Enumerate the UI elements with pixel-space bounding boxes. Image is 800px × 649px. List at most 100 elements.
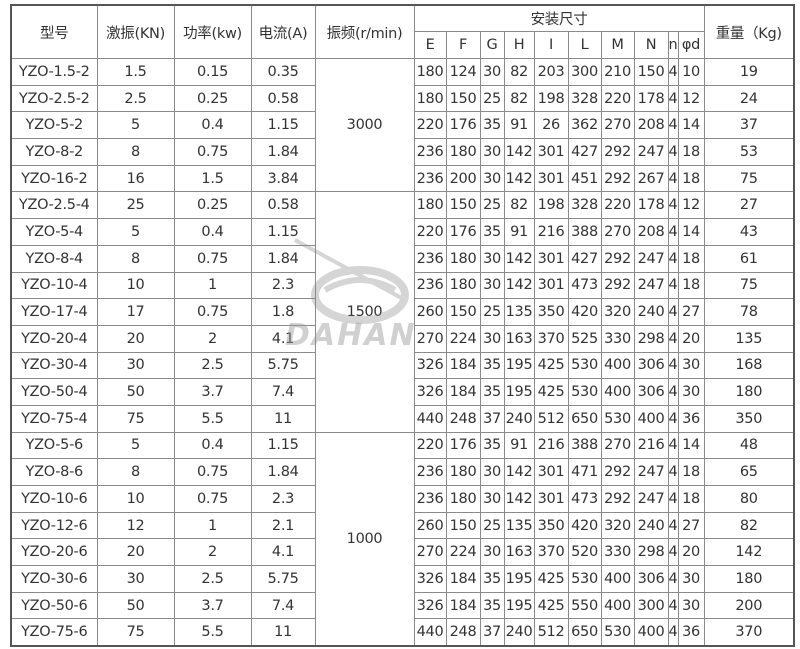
cell-dim-i: 350 [533,511,569,540]
cell-dim-h: 195 [503,351,535,380]
cell-dim-l: 550 [567,591,602,620]
cell-dim-i: 350 [533,298,569,326]
cell-weight: 48 [703,431,795,460]
cell-power: 2 [173,538,252,567]
cell-current: 1.84 [250,138,316,166]
cell-power: 1 [173,511,252,540]
cell-dim-i: 512 [533,618,569,647]
header-frequency: 振频(r/min) [314,4,415,59]
cell-dim-h: 91 [503,218,535,246]
header-dim-e: E [413,31,447,59]
cell-dim-g: 25 [479,84,505,113]
header-model: 型号 [10,4,98,59]
cell-dim-e: 220 [413,218,447,246]
cell-force: 30 [96,565,175,593]
cell-dim-m: 220 [600,191,635,220]
cell-dim-i: 301 [533,138,569,166]
cell-dim-m: 320 [600,298,635,326]
cell-dim-n-count: 4 [667,191,679,220]
cell-force: 10 [96,271,175,300]
cell-dim-e: 270 [413,538,447,567]
cell-dim-h: 82 [503,84,535,113]
cell-dim-phid: 14 [677,218,705,246]
cell-dim-i: 370 [533,324,569,353]
cell-dim-phid: 36 [677,404,705,433]
table-row: YZO-8-6 8 0.75 1.84 236 180 30 142 301 471 292 247 4… [10,458,795,486]
cell-dim-g: 30 [479,271,505,300]
cell-dim-l: 420 [567,298,602,326]
cell-dim-h: 135 [503,298,535,326]
cell-dim-n: 247 [633,138,669,166]
cell-dim-e: 180 [413,58,447,86]
table-row: YZO-50-4 50 3.7 7.4 326 184 35 195 425 530 400 306 4… [10,378,795,406]
cell-power: 1.5 [173,164,252,193]
cell-dim-f: 248 [445,404,481,433]
cell-weight: 65 [703,458,795,486]
cell-dim-n: 247 [633,271,669,300]
cell-dim-g: 30 [479,538,505,567]
cell-dim-f: 180 [445,458,481,486]
cell-dim-n: 306 [633,378,669,406]
cell-dim-n-count: 4 [667,58,679,86]
cell-dim-g: 37 [479,618,505,647]
cell-force: 50 [96,591,175,620]
cell-dim-l: 650 [567,404,602,433]
cell-frequency: 1000 [314,431,415,647]
cell-power: 1 [173,271,252,300]
cell-power: 2 [173,324,252,353]
cell-dim-l: 328 [567,84,602,113]
cell-dim-m: 530 [600,618,635,647]
cell-dim-n: 208 [633,111,669,140]
cell-current: 1.15 [250,111,316,140]
header-dim-i: I [533,31,569,59]
cell-dim-i: 216 [533,218,569,246]
cell-model: YZO-30-6 [10,565,98,593]
cell-dim-n: 400 [633,618,669,647]
cell-dim-i: 301 [533,244,569,273]
table-row: YZO-2.5-4 25 0.25 0.58 1500 180 150 25 82 198 328 2… [10,191,795,433]
cell-dim-g: 35 [479,431,505,460]
cell-dim-n-count: 4 [667,84,679,113]
cell-dim-m: 320 [600,511,635,540]
cell-dim-e: 270 [413,324,447,353]
cell-dim-n-count: 4 [667,324,679,353]
cell-dim-e: 236 [413,164,447,193]
cell-dim-e: 326 [413,591,447,620]
header-force: 激振(KN) [96,4,175,59]
cell-force: 8 [96,244,175,273]
cell-dim-l: 420 [567,511,602,540]
cell-dim-f: 184 [445,591,481,620]
cell-dim-h: 142 [503,244,535,273]
cell-dim-f: 184 [445,378,481,406]
cell-dim-f: 180 [445,244,481,273]
cell-dim-phid: 18 [677,164,705,193]
cell-weight: 180 [703,565,795,593]
cell-dim-m: 292 [600,138,635,166]
cell-weight: 82 [703,511,795,540]
cell-dim-e: 236 [413,244,447,273]
cell-model: YZO-8-6 [10,458,98,486]
cell-dim-l: 520 [567,538,602,567]
cell-power: 3.7 [173,591,252,620]
cell-dim-n-count: 4 [667,378,679,406]
table-row: YZO-8-4 8 0.75 1.84 236 180 30 142 301 427 292 247 4… [10,244,795,273]
cell-weight: 61 [703,244,795,273]
cell-dim-n: 178 [633,191,669,220]
cell-current: 5.75 [250,351,316,380]
cell-dim-h: 82 [503,191,535,220]
cell-power: 0.4 [173,111,252,140]
cell-dim-e: 326 [413,351,447,380]
cell-dim-n-count: 4 [667,431,679,460]
cell-power: 0.75 [173,244,252,273]
cell-force: 16 [96,164,175,193]
cell-frequency: 1500 [314,191,415,433]
cell-force: 1.5 [96,58,175,86]
cell-dim-n-count: 4 [667,618,679,647]
cell-dim-m: 220 [600,84,635,113]
cell-current: 3.84 [250,164,316,193]
cell-dim-e: 260 [413,511,447,540]
cell-dim-n-count: 4 [667,298,679,326]
cell-current: 2.3 [250,485,316,513]
cell-dim-n-count: 4 [667,138,679,166]
cell-model: YZO-17-4 [10,298,98,326]
